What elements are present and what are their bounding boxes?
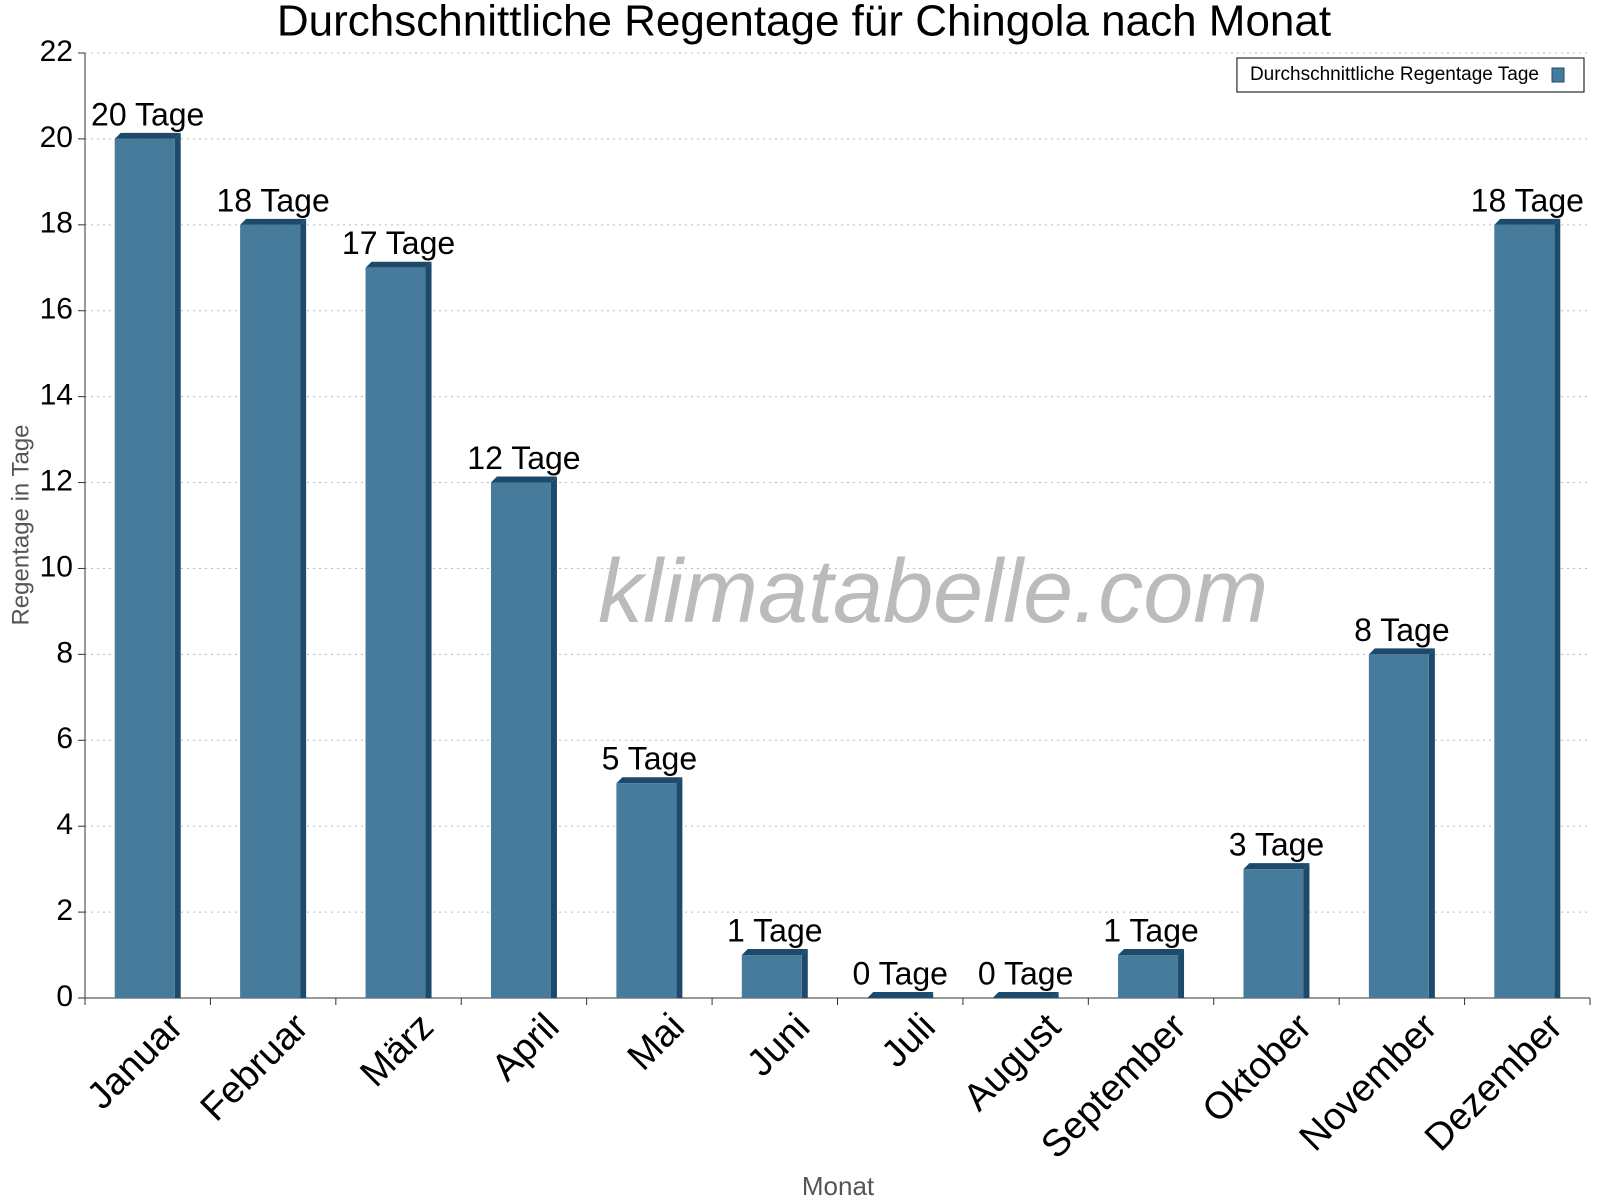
bar-side xyxy=(1428,648,1435,998)
bar-top xyxy=(1243,863,1310,870)
bar-top xyxy=(867,992,934,998)
y-axis-title: Regentage in Tage xyxy=(7,424,34,625)
bar xyxy=(1368,654,1429,998)
data-label: 3 Tage xyxy=(1229,827,1325,863)
data-label: 8 Tage xyxy=(1354,612,1450,648)
y-tick-label: 12 xyxy=(40,464,73,497)
bar xyxy=(365,267,426,999)
data-label: 20 Tage xyxy=(91,96,204,132)
data-label: 1 Tage xyxy=(1103,912,1199,948)
bar xyxy=(1118,955,1179,998)
data-label: 0 Tage xyxy=(852,955,948,991)
bar-side xyxy=(1303,863,1310,998)
bar xyxy=(240,224,301,998)
y-tick-label: 22 xyxy=(40,35,73,68)
legend-box xyxy=(1236,57,1585,93)
y-tick-label: 0 xyxy=(56,980,73,1013)
bar xyxy=(1243,869,1304,998)
data-label: 1 Tage xyxy=(727,912,823,948)
legend: Durchschnittliche Regentage Tage xyxy=(1236,57,1585,93)
y-tick-label: 2 xyxy=(56,894,73,927)
bar-side xyxy=(300,218,307,998)
bar-top xyxy=(616,777,683,784)
bar-top xyxy=(490,476,557,483)
bar-top xyxy=(1494,218,1561,225)
bar-side xyxy=(801,949,808,998)
legend-swatch xyxy=(1551,67,1565,83)
chart-title: Durchschnittliche Regentage für Chingola… xyxy=(277,0,1331,46)
bar xyxy=(741,955,802,998)
bar xyxy=(490,482,551,999)
bar-top xyxy=(992,992,1059,998)
bar-side xyxy=(1554,218,1561,998)
bar-side xyxy=(174,132,181,999)
y-tick-label: 14 xyxy=(40,379,73,412)
data-label: 5 Tage xyxy=(602,741,698,777)
bar-side xyxy=(1178,949,1185,998)
bar-top xyxy=(114,132,181,139)
bar-top xyxy=(741,949,808,956)
bar-side xyxy=(425,261,432,999)
bar-side xyxy=(550,476,557,999)
bar xyxy=(1494,224,1555,998)
y-tick-label: 6 xyxy=(56,722,73,755)
data-label: 18 Tage xyxy=(216,182,329,218)
data-label: 18 Tage xyxy=(1471,182,1584,218)
bar-side xyxy=(676,777,683,998)
bar xyxy=(114,138,175,999)
y-tick-label: 18 xyxy=(40,207,73,240)
data-label: 0 Tage xyxy=(978,955,1074,991)
y-tick-label: 16 xyxy=(40,293,73,326)
y-tick-label: 20 xyxy=(40,121,73,154)
legend-label: Durchschnittliche Regentage Tage xyxy=(1250,64,1539,85)
y-tick-label: 4 xyxy=(56,808,73,841)
x-axis-title: Monat xyxy=(802,1171,875,1200)
bar-top xyxy=(1368,648,1435,655)
bar xyxy=(616,783,677,998)
y-tick-label: 8 xyxy=(56,636,73,669)
bar-top xyxy=(1118,949,1185,956)
data-label: 12 Tage xyxy=(467,440,580,476)
y-tick-label: 10 xyxy=(40,550,73,583)
watermark: klimatabelle.com xyxy=(598,542,1268,642)
bar-top xyxy=(240,218,307,225)
bar-top xyxy=(365,261,432,268)
data-label: 17 Tage xyxy=(342,225,455,261)
